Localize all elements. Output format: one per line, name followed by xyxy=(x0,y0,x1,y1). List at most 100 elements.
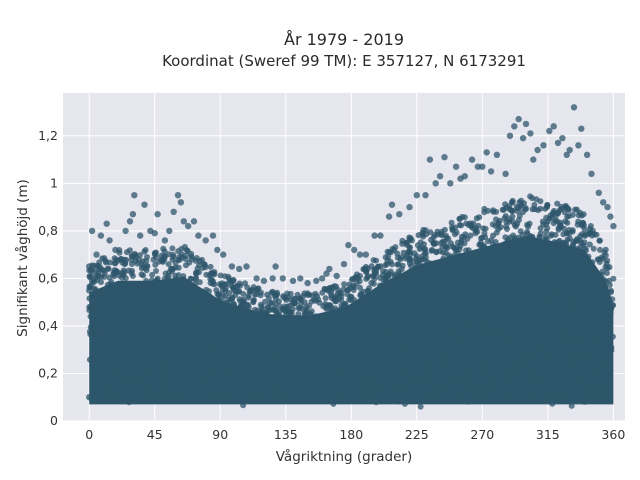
data-point xyxy=(302,356,308,363)
data-point xyxy=(370,347,377,354)
data-point xyxy=(380,285,387,292)
data-point xyxy=(438,322,445,329)
data-point xyxy=(129,211,137,218)
data-point xyxy=(435,333,442,340)
data-point xyxy=(176,287,183,294)
data-point xyxy=(493,208,500,215)
data-point xyxy=(461,283,467,290)
data-point xyxy=(559,240,566,247)
data-point xyxy=(577,209,583,216)
data-point xyxy=(478,235,485,242)
data-point xyxy=(212,322,218,329)
data-point xyxy=(515,306,522,313)
data-point xyxy=(368,331,375,338)
data-point xyxy=(402,255,409,262)
data-point xyxy=(492,304,499,311)
data-point xyxy=(423,291,430,298)
data-point xyxy=(328,367,335,374)
data-point xyxy=(589,378,596,385)
y-tick-label: 0,8 xyxy=(38,223,58,238)
data-point xyxy=(165,261,172,268)
data-point xyxy=(427,229,434,236)
data-point xyxy=(499,354,506,361)
data-point xyxy=(492,254,499,261)
data-point xyxy=(264,314,271,321)
data-point xyxy=(507,279,514,286)
data-point xyxy=(443,243,450,250)
data-point xyxy=(86,273,93,280)
data-point xyxy=(362,303,369,309)
data-point xyxy=(333,272,340,280)
data-point xyxy=(321,317,328,324)
data-point xyxy=(222,292,229,299)
data-point xyxy=(512,237,519,243)
data-point xyxy=(470,280,477,287)
data-point xyxy=(551,366,558,373)
data-point xyxy=(181,376,188,383)
data-point xyxy=(458,239,465,246)
data-point xyxy=(417,334,424,341)
data-point xyxy=(260,277,268,284)
data-point xyxy=(479,377,486,384)
chart-title: År 1979 - 2019 xyxy=(284,30,404,49)
data-point xyxy=(451,244,457,251)
data-point xyxy=(567,318,574,325)
data-point xyxy=(586,241,593,248)
data-point xyxy=(520,299,527,306)
data-point xyxy=(174,192,182,199)
data-point xyxy=(154,293,161,300)
data-point xyxy=(543,228,550,235)
data-point xyxy=(188,296,195,303)
data-point xyxy=(276,315,283,322)
data-point xyxy=(365,316,372,323)
data-point xyxy=(222,285,229,292)
data-point xyxy=(161,292,168,299)
data-point xyxy=(522,205,529,212)
data-point xyxy=(422,192,429,199)
data-point xyxy=(357,284,363,291)
data-point xyxy=(572,386,579,393)
data-point xyxy=(534,146,541,154)
data-point xyxy=(119,342,126,349)
data-point xyxy=(320,345,327,352)
data-point xyxy=(150,331,157,338)
data-point xyxy=(157,306,164,313)
data-point xyxy=(502,320,509,327)
data-point xyxy=(400,295,407,302)
data-point xyxy=(550,123,557,130)
x-tick-label: 0 xyxy=(85,427,93,442)
data-point xyxy=(103,352,110,359)
data-point xyxy=(568,348,575,354)
data-point xyxy=(596,259,603,265)
data-point xyxy=(264,320,271,327)
data-point xyxy=(271,290,278,297)
data-point xyxy=(190,218,198,225)
data-point xyxy=(297,275,304,282)
data-point xyxy=(509,259,516,266)
data-point xyxy=(572,206,579,213)
data-point xyxy=(416,359,423,366)
data-point xyxy=(257,334,264,341)
data-point xyxy=(452,163,460,170)
data-point xyxy=(88,227,96,235)
data-point xyxy=(141,201,148,208)
data-point xyxy=(442,271,449,278)
data-point xyxy=(402,317,409,324)
data-point xyxy=(441,279,448,286)
data-point xyxy=(413,307,420,314)
data-point xyxy=(126,328,133,335)
data-point xyxy=(529,284,535,291)
data-point xyxy=(580,291,587,298)
data-point xyxy=(133,307,140,314)
x-tick-label: 270 xyxy=(470,427,494,442)
data-point xyxy=(118,312,125,319)
data-point xyxy=(231,301,238,308)
data-point xyxy=(558,296,565,303)
data-point xyxy=(313,277,320,284)
data-point xyxy=(442,392,449,399)
data-point xyxy=(177,380,184,387)
data-point xyxy=(465,398,472,405)
y-tick-label: 0,4 xyxy=(38,318,58,333)
data-point xyxy=(112,350,119,357)
data-point xyxy=(590,245,597,252)
